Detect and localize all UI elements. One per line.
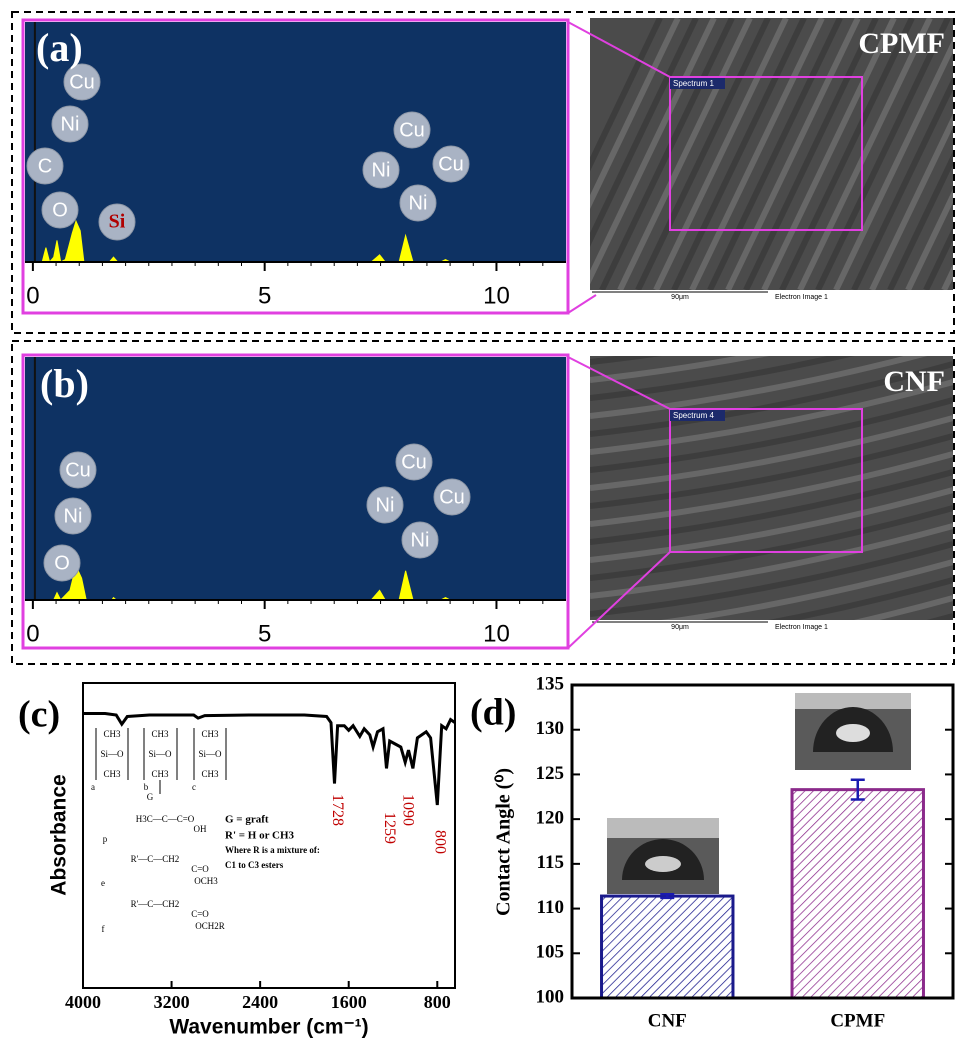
x-tick-label: 3200 xyxy=(154,992,190,1012)
y-tick-label: 135 xyxy=(536,673,565,694)
element-label: Cu xyxy=(401,451,427,473)
structure-text: CH3 xyxy=(103,729,121,739)
image-caption: Electron Image 1 xyxy=(775,624,828,631)
structure-text: OH xyxy=(194,824,207,834)
panel-label: (b) xyxy=(40,361,89,406)
element-label: Ni xyxy=(64,505,83,527)
element-label: O xyxy=(54,552,70,574)
droplet-photo-bg xyxy=(795,693,911,709)
peak-label: 1728 xyxy=(329,794,346,826)
structure-text: CH3 xyxy=(201,729,219,739)
x-tick-label: 2400 xyxy=(242,992,278,1012)
element-label: Cu xyxy=(69,71,95,93)
x-tick-label: 10 xyxy=(483,282,510,309)
structure-text: Si—O xyxy=(100,749,124,759)
y-tick-label: 125 xyxy=(536,763,565,784)
element-label: O xyxy=(52,199,68,221)
connector xyxy=(568,295,596,313)
element-label: Cu xyxy=(65,459,91,481)
structure-text: CH3 xyxy=(151,769,169,779)
scale-label: 90μm xyxy=(671,294,689,301)
element-label: Cu xyxy=(439,486,465,508)
panel-label: (d) xyxy=(470,692,516,734)
peak-label: 1259 xyxy=(381,812,398,844)
scale-label: 90μm xyxy=(671,624,689,631)
image-label: CNF xyxy=(883,365,945,398)
panel-label: (a) xyxy=(36,25,83,70)
element-label: Cu xyxy=(399,119,425,141)
element-label: C xyxy=(38,155,52,177)
structure-text: b xyxy=(144,782,149,792)
structure-text: CH3 xyxy=(103,769,121,779)
x-tick-label: 0 xyxy=(26,282,39,309)
structure-text: c xyxy=(192,782,196,792)
structure-text: Si—O xyxy=(198,749,222,759)
figure: 0510CuNiCOSiCuNiCuNi(a)90μmElectron Imag… xyxy=(0,0,956,1040)
bar xyxy=(602,896,733,998)
image-label: CPMF xyxy=(858,27,945,60)
y-tick-label: 105 xyxy=(536,942,565,963)
structure-text: OCH3 xyxy=(194,876,218,886)
structure-text: C=O xyxy=(191,864,209,874)
spectrum-background xyxy=(25,357,566,600)
structure-text: Where R is a mixture of: xyxy=(225,845,320,855)
x-tick-label: 4000 xyxy=(65,992,101,1012)
element-label: Ni xyxy=(61,113,80,135)
droplet-highlight xyxy=(836,724,870,742)
structure-text: R'—C—CH2 xyxy=(131,854,180,864)
spectrum-line xyxy=(83,714,455,806)
structure-text: a xyxy=(91,782,95,792)
structure-text: CH3 xyxy=(201,769,219,779)
x-tick-label: 10 xyxy=(483,620,510,647)
y-tick-label: 110 xyxy=(537,897,564,918)
structure-text: f xyxy=(102,924,105,934)
element-label: Ni xyxy=(409,192,428,214)
element-label: Ni xyxy=(372,159,391,181)
structure-text: Si—O xyxy=(148,749,172,759)
structure-text: C1 to C3 esters xyxy=(225,860,284,870)
y-tick-label: 100 xyxy=(536,986,565,1007)
panel-label: (c) xyxy=(18,694,60,736)
peak-label: 800 xyxy=(432,830,449,854)
y-tick-label: 130 xyxy=(536,718,565,739)
structure-text: H3C—C—C=O xyxy=(136,814,195,824)
x-tick-label: 1600 xyxy=(331,992,367,1012)
x-tick-label: CNF xyxy=(648,1010,687,1031)
spectrum-tag: Spectrum 4 xyxy=(673,411,714,420)
structure-text: R'—C—CH2 xyxy=(131,899,180,909)
structure-text: G xyxy=(147,792,154,802)
x-tick-label: 0 xyxy=(26,620,39,647)
x-axis-label: Wavenumber (cm⁻¹) xyxy=(169,1016,368,1039)
spectrum-tag: Spectrum 1 xyxy=(673,79,714,88)
y-tick-label: 115 xyxy=(537,852,564,873)
y-axis-label: Absorbance xyxy=(48,774,71,895)
peak-label: 1090 xyxy=(400,794,417,826)
bar xyxy=(792,790,923,998)
element-label: Cu xyxy=(438,153,464,175)
droplet-highlight xyxy=(645,856,681,872)
structure-text: C=O xyxy=(191,909,209,919)
element-label: Ni xyxy=(376,494,395,516)
fiber xyxy=(590,292,953,362)
droplet-photo-bg xyxy=(607,818,719,838)
element-label: Si xyxy=(109,211,126,233)
element-label: Ni xyxy=(411,529,430,551)
y-tick-label: 120 xyxy=(536,808,565,829)
structure-text: e xyxy=(101,878,105,888)
x-tick-label: 800 xyxy=(424,992,451,1012)
structure-text: p xyxy=(103,834,108,844)
structure-text: OCH2R xyxy=(195,921,225,931)
structure-text: CH3 xyxy=(151,729,169,739)
x-tick-label: CPMF xyxy=(830,1010,885,1031)
structure-text: R' = H or CH3 xyxy=(225,830,295,842)
x-tick-label: 5 xyxy=(258,282,271,309)
x-tick-label: 5 xyxy=(258,620,271,647)
structure-text: G = graft xyxy=(225,814,269,826)
y-axis-label: Contact Angle (⁰) xyxy=(493,768,515,916)
image-caption: Electron Image 1 xyxy=(775,294,828,301)
